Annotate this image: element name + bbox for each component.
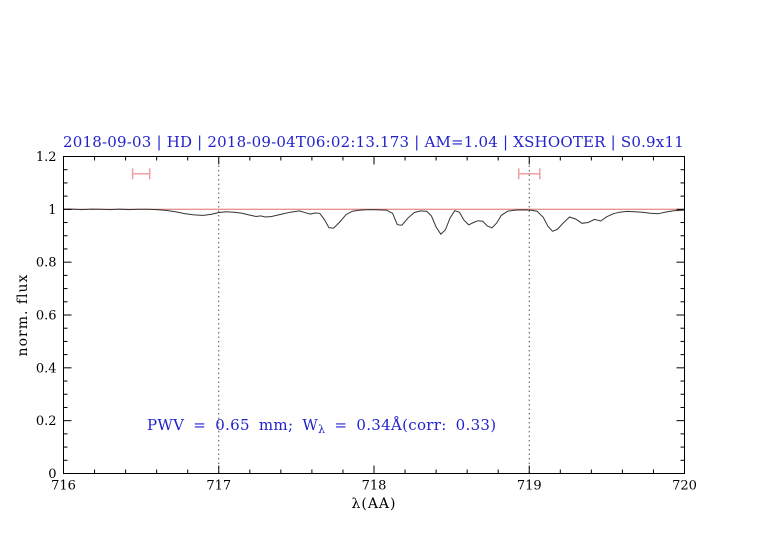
- pwv-band-marker: [517, 168, 541, 180]
- x-axis-label: λ(AA): [351, 496, 396, 512]
- plot-title: 2018-09-03 | HD | 2018-09-04T06:02:13.17…: [63, 133, 684, 151]
- y-tick-label: 1: [48, 203, 56, 218]
- y-tick-label: 1.2: [36, 150, 57, 165]
- x-tick-label: 720: [672, 479, 697, 494]
- y-tick-label: 0.8: [36, 256, 57, 271]
- pwv-annotation-suffix: = 0.34Å(corr: 0.33): [325, 416, 496, 434]
- pwv-annotation-prefix: PWV = 0.65 mm; W: [147, 416, 318, 434]
- y-axis-label: norm. flux: [15, 274, 31, 357]
- x-tick-label: 719: [517, 479, 542, 494]
- pwv-band-marker: [131, 168, 151, 180]
- observed-spectrum: [63, 208, 685, 235]
- pwv-annotation-subscript: λ: [318, 423, 325, 436]
- x-tick-label: 716: [51, 479, 76, 494]
- x-tick-label: 717: [206, 479, 231, 494]
- y-tick-label: 0.4: [36, 361, 57, 376]
- y-tick-label: 0.6: [36, 309, 57, 324]
- pwv-annotation: PWV = 0.65 mm; Wλ = 0.34Å(corr: 0.33): [147, 416, 496, 436]
- x-tick-label: 718: [362, 479, 387, 494]
- y-tick-label: 0: [48, 467, 56, 482]
- y-tick-label: 0.2: [36, 414, 57, 429]
- chart-layer: 716 717 718 719 720 0 0.2 0.4 0.6 0.8 1 1.2: [36, 150, 697, 494]
